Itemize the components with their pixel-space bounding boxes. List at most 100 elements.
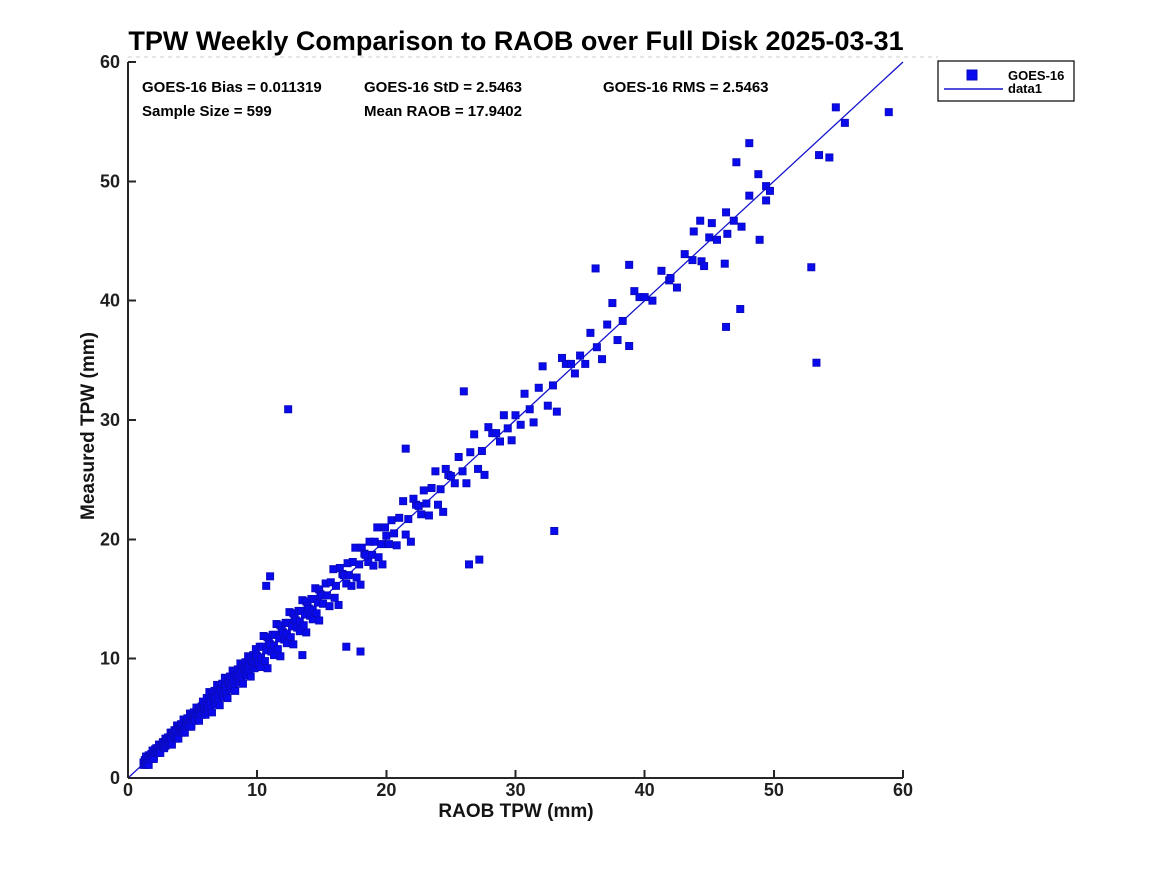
scatter-point (284, 405, 293, 414)
scatter-point (334, 600, 343, 609)
scatter-point (552, 407, 561, 416)
scatter-point (404, 515, 413, 524)
scatter-point (543, 401, 552, 410)
scatter-point (680, 250, 689, 259)
scatter-point (384, 540, 393, 549)
scatter-point (347, 581, 356, 590)
y-tick-label: 10 (100, 649, 120, 669)
scatter-point (689, 227, 698, 236)
scatter-point (474, 464, 483, 473)
scatter-point (507, 436, 516, 445)
scatter-point (424, 511, 433, 520)
chart-title: TPW Weekly Comparison to RAOB over Full … (128, 26, 903, 56)
scatter-point (570, 369, 579, 378)
scatter-point (329, 565, 338, 574)
scatter-point (356, 647, 365, 656)
scatter-point (884, 108, 893, 117)
x-tick-label: 50 (764, 780, 784, 800)
scatter-point (331, 581, 340, 590)
scatter-point (567, 359, 576, 368)
x-tick-label: 0 (123, 780, 133, 800)
scatter-point (548, 381, 557, 390)
scatter-point (586, 328, 595, 337)
scatter-point (344, 571, 353, 580)
x-tick-label: 60 (893, 780, 913, 800)
scatter-point (414, 501, 423, 510)
x-tick-label: 40 (635, 780, 655, 800)
legend: GOES-16 data1 (937, 60, 1075, 102)
scatter-point (431, 467, 440, 476)
scatter-point (640, 293, 649, 302)
scatter-point (516, 420, 525, 429)
scatter-point (648, 296, 657, 305)
scatter-point (630, 287, 639, 296)
scatter-point (436, 485, 445, 494)
x-tick-label: 20 (376, 780, 396, 800)
scatter-point (223, 694, 232, 703)
scatter-point (722, 208, 731, 217)
scatter-point (462, 479, 471, 488)
scatter-point (263, 664, 272, 673)
scatter-point (672, 283, 681, 292)
scatter-point (520, 389, 529, 398)
scatter-point (273, 645, 282, 654)
scatter-point (286, 633, 295, 642)
scatter-point (427, 484, 436, 493)
scatter-point (356, 580, 365, 589)
y-tick-label: 60 (100, 52, 120, 72)
scatter-point (492, 429, 501, 438)
scatter-point (207, 708, 216, 717)
y-tick-labels: 0 10 20 30 40 50 60 (100, 52, 120, 788)
axes (127, 61, 904, 779)
scatter-point (298, 651, 307, 660)
y-tick-label: 50 (100, 171, 120, 191)
scatter-point (705, 233, 714, 242)
stat-rms: GOES-16 RMS = 2.5463 (603, 79, 769, 96)
legend-box (937, 60, 1075, 102)
scatter-point (406, 537, 415, 546)
x-tick-label: 30 (505, 780, 525, 800)
scatter-point (370, 537, 379, 546)
scatter-point (312, 609, 321, 618)
scatter-point (289, 640, 298, 649)
scatter-point (825, 153, 834, 162)
scatter-point (351, 543, 360, 552)
scatter-point (812, 358, 821, 367)
scatter-point (713, 235, 721, 244)
scatter-point (368, 550, 377, 559)
scatter-point (807, 263, 816, 272)
scatter-series-goes16 (139, 103, 893, 769)
y-tick-label: 0 (110, 768, 120, 788)
scatter-point (613, 336, 622, 345)
scatter-point (592, 343, 601, 352)
scatter-point (657, 266, 666, 275)
scatter-point (417, 510, 426, 519)
scatter-point (745, 139, 754, 148)
scatter-point (299, 621, 308, 630)
scatter-point (529, 418, 538, 427)
scatter-point (470, 430, 479, 439)
scatter-point (666, 273, 675, 282)
scatter-point (381, 523, 390, 532)
stat-sample-size: Sample Size = 599 (142, 103, 272, 120)
scatter-point (745, 191, 754, 200)
scatter-point (696, 216, 705, 225)
scatter-point (729, 216, 738, 225)
scatter-point (390, 529, 399, 538)
scatter-point (387, 516, 396, 525)
scatter-point (700, 262, 709, 271)
scatter-point (373, 523, 382, 532)
scatter-point (534, 383, 543, 392)
scatter-point (401, 444, 410, 453)
scatter-point (625, 260, 634, 269)
legend-marker-goes16 (966, 69, 978, 81)
scatter-point (465, 560, 473, 569)
scatter-point (355, 560, 364, 569)
scatter-point (454, 452, 463, 461)
scatter-point (736, 305, 745, 314)
stat-mean-raob: Mean RAOB = 17.9402 (364, 103, 522, 120)
x-ticks (127, 770, 904, 778)
scatter-point (302, 628, 311, 637)
